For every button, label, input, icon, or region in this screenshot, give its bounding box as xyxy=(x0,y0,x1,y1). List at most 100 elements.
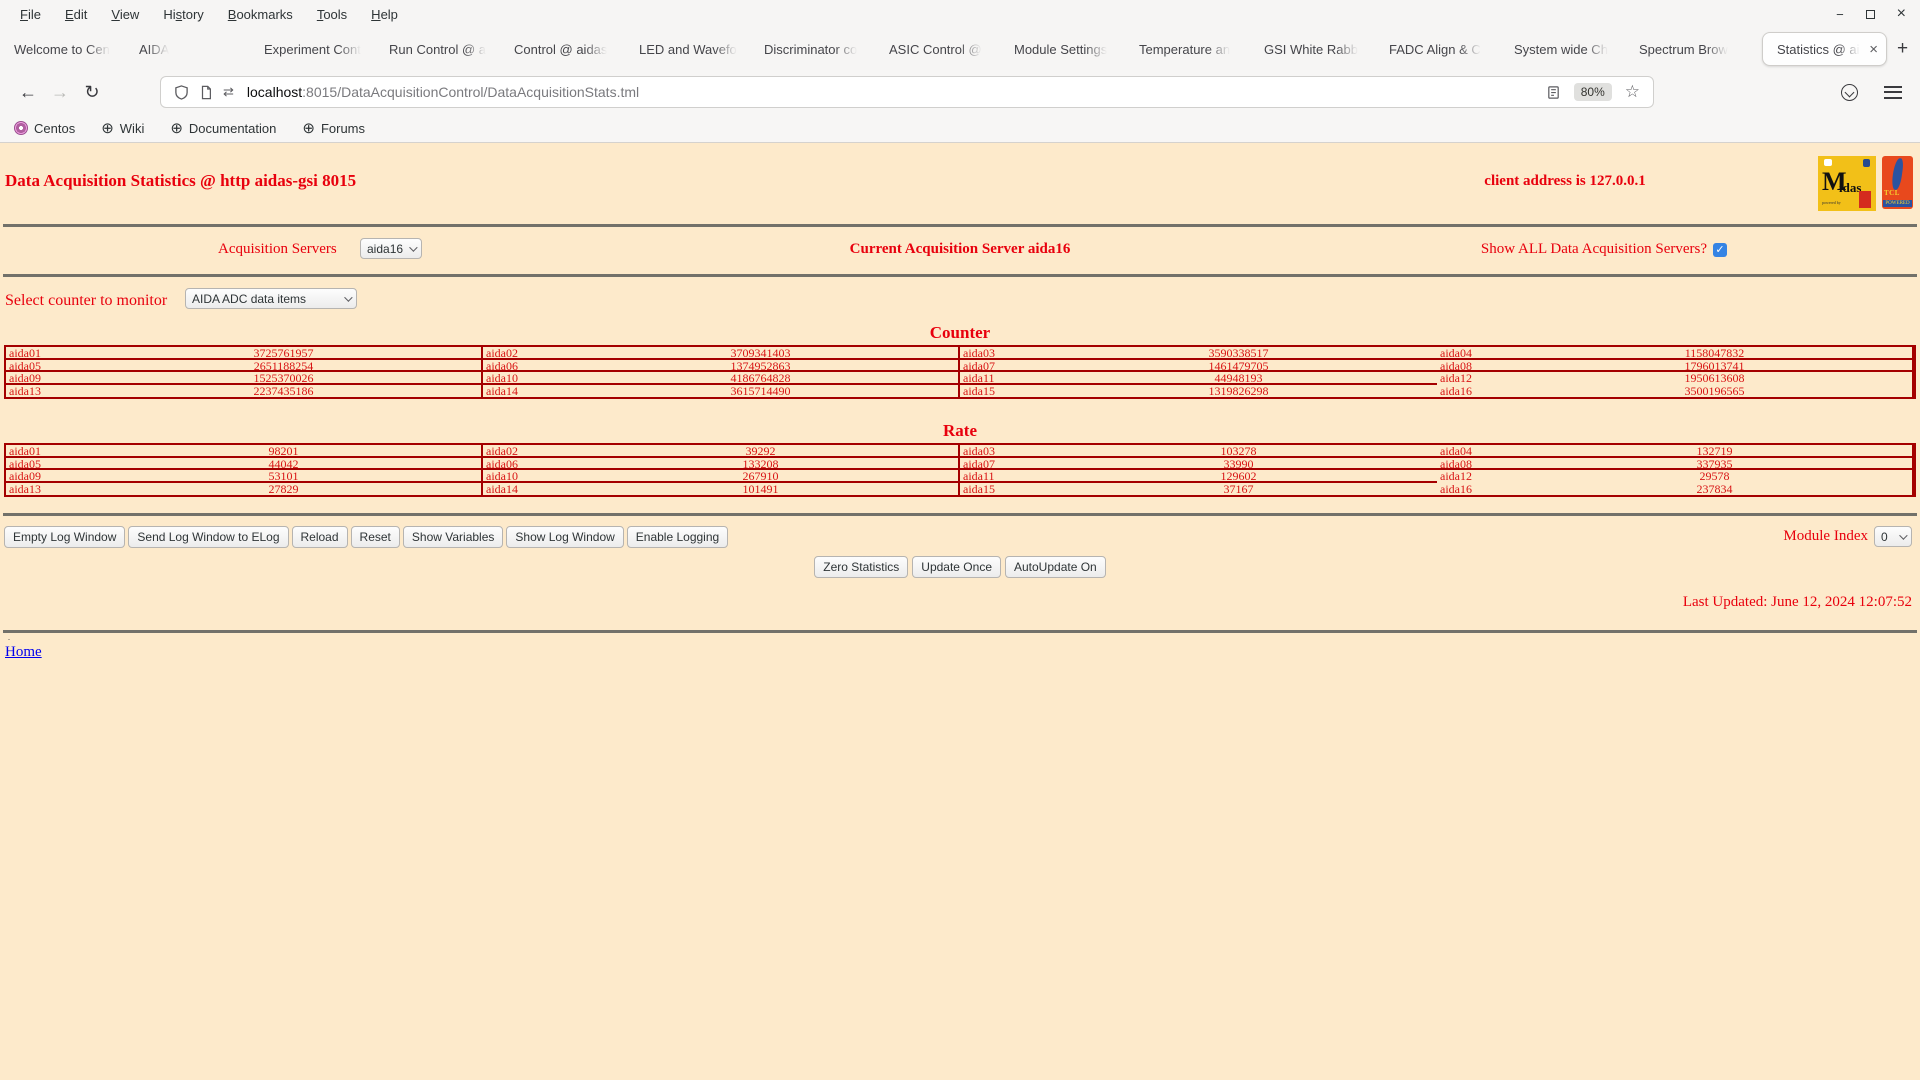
bookmark-item[interactable]: ⊕ Documentation xyxy=(170,121,276,136)
maximize-icon[interactable] xyxy=(1865,9,1875,19)
tab-label: Welcome to Cen xyxy=(14,41,110,57)
page-info-icon[interactable] xyxy=(199,85,213,100)
browser-tab[interactable]: ASIC Control @ × xyxy=(887,32,1012,66)
minimize-icon[interactable]: − xyxy=(1836,6,1844,22)
reload-icon[interactable]: ↻ xyxy=(84,81,100,102)
counter-table: aida01 3725761957 aida02 3709341403 aida… xyxy=(4,345,1916,399)
log-button[interactable]: Send Log Window to ELog xyxy=(128,526,289,548)
url-path: :8015/DataAcquisitionControl/DataAcquisi… xyxy=(302,84,640,100)
stats-button[interactable]: AutoUpdate On xyxy=(1005,556,1106,578)
tab-label: Control @ aidas xyxy=(514,41,608,57)
stats-button[interactable]: Zero Statistics xyxy=(814,556,909,578)
browser-tab[interactable]: Experiment Cont × xyxy=(262,32,387,66)
browser-tab[interactable]: Control @ aidas × xyxy=(512,32,637,66)
page-header: Data Acquisition Statistics @ http aidas… xyxy=(0,143,1920,224)
rate-cell: aida07 33990 xyxy=(960,458,1437,470)
rate-value: 101491 xyxy=(742,482,779,495)
browser-tab[interactable]: FADC Align & C × xyxy=(1387,32,1512,66)
browser-tab[interactable]: Temperature an × xyxy=(1137,32,1262,66)
new-tab-button[interactable]: + xyxy=(1897,38,1909,59)
url-bar[interactable]: ⇄ localhost:8015/DataAcquisitionControl/… xyxy=(160,76,1654,108)
server-name: aida02 xyxy=(486,347,518,360)
reader-mode-icon[interactable] xyxy=(1546,85,1561,100)
midas-shield-icon xyxy=(1863,159,1870,167)
log-button[interactable]: Empty Log Window xyxy=(4,526,126,548)
rate-value: 44042 xyxy=(268,457,299,470)
counter-cell: aida07 1461479705 xyxy=(960,360,1437,372)
server-name: aida04 xyxy=(1440,347,1472,360)
bookmark-label: Centos xyxy=(34,120,76,136)
tab-label: LED and Wavefo xyxy=(639,41,737,57)
counter-monitor-select[interactable]: AIDA ADC data items xyxy=(185,288,357,309)
server-name: aida14 xyxy=(486,384,518,397)
url-text[interactable]: localhost:8015/DataAcquisitionControl/Da… xyxy=(247,84,1541,100)
browser-tab[interactable]: Statistics @ ai × xyxy=(1762,32,1887,66)
show-all-checkbox[interactable]: ✓ xyxy=(1713,242,1727,257)
tracker-icon[interactable]: ⇄ xyxy=(223,84,234,99)
footer-dot: . xyxy=(8,633,10,642)
client-address: client address is 127.0.0.1 xyxy=(1484,173,1646,189)
bookmark-star-icon[interactable]: ☆ xyxy=(1624,82,1640,101)
globe-icon: ⊕ xyxy=(302,119,315,137)
rate-cell: aida13 27829 xyxy=(6,482,483,495)
window-close-icon[interactable]: × xyxy=(1896,5,1906,22)
rate-value: 103278 xyxy=(1220,445,1257,458)
acquisition-server-select[interactable]: aida16 xyxy=(360,238,422,259)
menu-item[interactable]: Bookmarks xyxy=(227,6,293,22)
tab-label: GSI White Rabb xyxy=(1264,41,1358,57)
counter-cell: aida01 3725761957 xyxy=(6,347,483,360)
menu-item[interactable]: File xyxy=(20,6,41,22)
menu-item[interactable]: Help xyxy=(371,6,398,22)
server-name: aida15 xyxy=(963,384,995,397)
server-name: aida01 xyxy=(9,445,41,458)
browser-tab[interactable]: Discriminator co × xyxy=(762,32,887,66)
log-button[interactable]: Enable Logging xyxy=(626,526,729,548)
tab-close-icon[interactable]: × xyxy=(1869,40,1878,58)
stats-button[interactable]: Update Once xyxy=(912,556,1001,578)
menu-item[interactable]: History xyxy=(163,6,204,22)
counter-value: 1158047832 xyxy=(1684,347,1745,360)
back-icon[interactable]: ← xyxy=(19,81,37,102)
menu-item[interactable]: Tools xyxy=(316,6,348,22)
pocket-icon[interactable] xyxy=(1841,83,1858,101)
browser-tab[interactable]: Spectrum Brow × xyxy=(1637,32,1762,66)
server-name: aida16 xyxy=(1440,384,1472,397)
log-button[interactable]: Reset xyxy=(350,526,400,548)
counter-value: 3615714490 xyxy=(730,384,791,397)
bookmark-item[interactable]: ⊕ Centos xyxy=(14,121,75,136)
zoom-level-badge[interactable]: 80% xyxy=(1573,83,1612,101)
browser-tab[interactable]: Welcome to Cen × xyxy=(12,32,137,66)
browser-tab[interactable]: LED and Wavefo × xyxy=(637,32,762,66)
menu-item[interactable]: Edit xyxy=(64,6,88,22)
bookmark-item[interactable]: ⊕ Forums xyxy=(302,121,365,136)
log-button[interactable]: Show Log Window xyxy=(506,526,624,548)
hamburger-menu-icon[interactable] xyxy=(1884,85,1902,99)
shield-icon[interactable] xyxy=(174,84,189,100)
log-button[interactable]: Reload xyxy=(291,526,348,548)
tab-label: Temperature an xyxy=(1139,41,1231,57)
menu-item[interactable]: View xyxy=(111,6,140,22)
home-link[interactable]: Home xyxy=(5,644,42,660)
rate-cell: aida05 44042 xyxy=(6,457,483,470)
browser-tab[interactable]: System wide Ch × xyxy=(1512,32,1637,66)
last-updated: Last Updated: June 12, 2024 12:07:52 xyxy=(1682,594,1912,610)
counter-value: 1950613608 xyxy=(1684,372,1745,385)
bookmark-item[interactable]: ⊕ Wiki xyxy=(101,121,144,136)
server-name: aida11 xyxy=(963,372,995,385)
tab-label: FADC Align & C xyxy=(1389,41,1481,57)
browser-tab[interactable]: GSI White Rabb × xyxy=(1262,32,1387,66)
bookmarks-toolbar: ⊕ Centos ⊕ Wiki ⊕ Documentation ⊕ Forums xyxy=(0,114,1920,143)
counter-value: 1525370026 xyxy=(253,372,314,385)
browser-tab[interactable]: Module Settings × xyxy=(1012,32,1137,66)
browser-tab[interactable]: AIDA × xyxy=(137,32,262,66)
server-name: aida03 xyxy=(963,347,995,360)
divider xyxy=(3,513,1917,516)
log-button[interactable]: Show Variables xyxy=(402,526,504,548)
counter-value: 3590338517 xyxy=(1208,347,1269,360)
module-index-select[interactable]: 0 xyxy=(1874,526,1912,547)
divider xyxy=(3,224,1917,227)
midas-redbox xyxy=(1859,191,1871,208)
rate-cell: aida06 133208 xyxy=(483,457,960,470)
rate-cell: aida04 132719 xyxy=(1437,445,1914,458)
browser-tab[interactable]: Run Control @ a × xyxy=(387,32,512,66)
